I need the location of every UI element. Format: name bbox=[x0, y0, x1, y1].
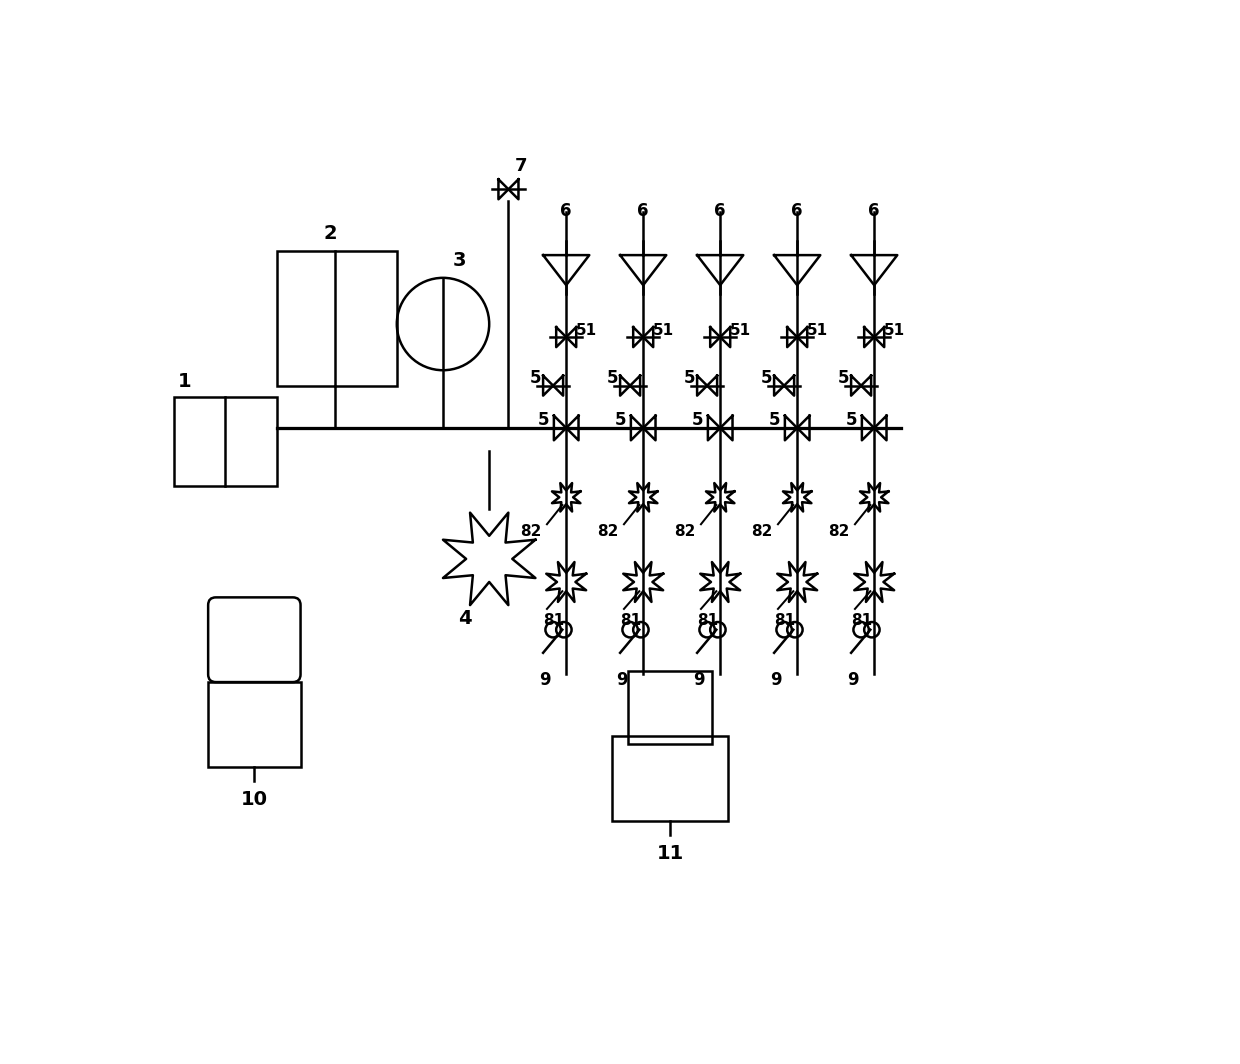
Text: 5: 5 bbox=[838, 369, 849, 387]
Text: 5: 5 bbox=[761, 369, 773, 387]
Text: 9: 9 bbox=[616, 670, 627, 688]
Text: 10: 10 bbox=[241, 789, 268, 809]
Text: 51: 51 bbox=[575, 323, 596, 338]
Text: 6: 6 bbox=[868, 202, 879, 220]
Text: 1: 1 bbox=[177, 372, 191, 392]
Text: 81: 81 bbox=[851, 613, 872, 628]
Text: 82: 82 bbox=[828, 525, 849, 539]
Text: 3: 3 bbox=[453, 251, 466, 270]
Text: 11: 11 bbox=[656, 844, 683, 863]
Text: 4: 4 bbox=[459, 609, 472, 628]
Text: 82: 82 bbox=[675, 525, 696, 539]
Text: 5: 5 bbox=[692, 412, 703, 429]
Text: 81: 81 bbox=[620, 613, 641, 628]
Text: 51: 51 bbox=[652, 323, 673, 338]
Text: 51: 51 bbox=[806, 323, 827, 338]
Text: 5: 5 bbox=[529, 369, 542, 387]
Bar bbox=[208, 682, 300, 767]
Text: 9: 9 bbox=[539, 670, 551, 688]
Text: 5: 5 bbox=[615, 412, 626, 429]
Bar bbox=[174, 397, 278, 486]
Text: 5: 5 bbox=[846, 412, 857, 429]
Text: 7: 7 bbox=[515, 157, 527, 176]
Text: 51: 51 bbox=[883, 323, 904, 338]
Text: 82: 82 bbox=[751, 525, 773, 539]
Text: 5: 5 bbox=[684, 369, 696, 387]
Text: 82: 82 bbox=[596, 525, 619, 539]
Text: 9: 9 bbox=[693, 670, 704, 688]
Text: 81: 81 bbox=[697, 613, 718, 628]
Text: 6: 6 bbox=[791, 202, 802, 220]
Bar bbox=[613, 736, 728, 820]
Text: 6: 6 bbox=[560, 202, 572, 220]
Text: 81: 81 bbox=[774, 613, 795, 628]
Text: 51: 51 bbox=[729, 323, 750, 338]
Text: 6: 6 bbox=[714, 202, 725, 220]
Text: 5: 5 bbox=[769, 412, 780, 429]
Text: 6: 6 bbox=[637, 202, 649, 220]
Text: 9: 9 bbox=[770, 670, 782, 688]
Text: 82: 82 bbox=[520, 525, 542, 539]
Text: 5: 5 bbox=[608, 369, 619, 387]
Bar bbox=[278, 251, 397, 385]
Text: 5: 5 bbox=[538, 412, 549, 429]
Text: 9: 9 bbox=[847, 670, 859, 688]
Bar bbox=[627, 670, 713, 744]
Text: 81: 81 bbox=[543, 613, 564, 628]
Text: 2: 2 bbox=[324, 225, 337, 244]
